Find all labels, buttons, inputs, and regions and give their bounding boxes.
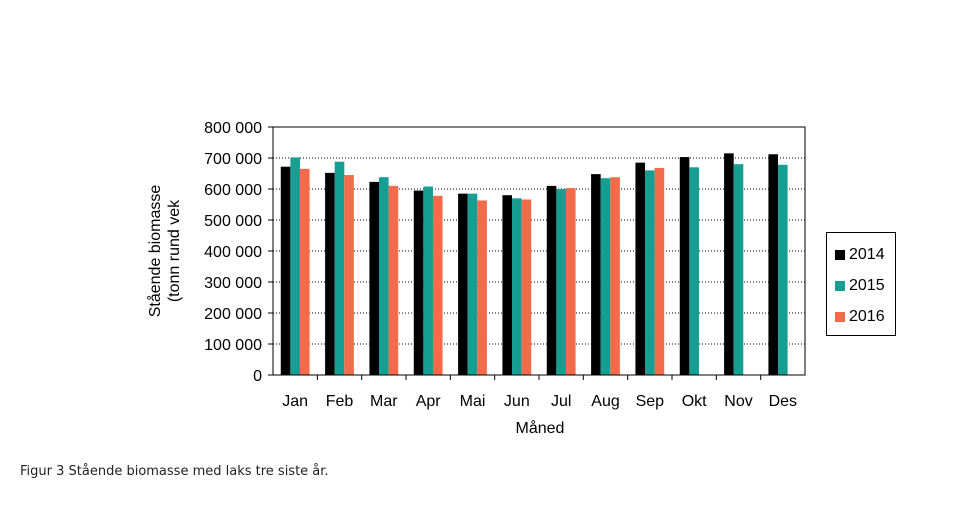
bar-aug-2014 bbox=[591, 174, 601, 375]
y-tick-label: 600 000 bbox=[204, 182, 262, 199]
bar-jul-2015 bbox=[556, 189, 566, 375]
x-tick-label-jan: Jan bbox=[282, 393, 308, 410]
y-tick-label: 500 000 bbox=[204, 213, 262, 230]
bar-apr-2015 bbox=[423, 186, 433, 375]
x-tick-label-mar: Mar bbox=[370, 393, 398, 410]
x-tick-label-des: Des bbox=[769, 393, 797, 410]
y-tick-label: 200 000 bbox=[204, 306, 262, 323]
legend-label-2015: 2015 bbox=[849, 276, 885, 294]
legend-label-2016: 2016 bbox=[849, 307, 885, 325]
legend-item-2015: 2015 bbox=[827, 270, 895, 301]
bar-apr-2014 bbox=[413, 190, 424, 375]
bar-mai-2015 bbox=[467, 193, 478, 375]
bar-okt-2015 bbox=[689, 167, 699, 375]
bar-jul-2016 bbox=[565, 188, 576, 375]
bar-jun-2014 bbox=[502, 195, 513, 375]
y-tick-labels: 0 100 000 200 000 300 000 400 000 500 000 600 … bbox=[204, 120, 273, 385]
x-tick-label-nov: Nov bbox=[724, 393, 752, 410]
x-tick-labels: Jan Feb Mar Apr Mai Jun Jul Aug Sep Okt Nov Des bbox=[282, 375, 797, 410]
bar-sep-2016 bbox=[654, 167, 665, 375]
bar-des-2014 bbox=[768, 154, 779, 375]
bar-sep-2015 bbox=[645, 170, 655, 375]
x-tick-label-feb: Feb bbox=[326, 393, 354, 410]
legend-item-2014: 2014 bbox=[827, 239, 895, 270]
y-axis-label-line-1: Stående biomasse bbox=[146, 185, 164, 318]
bar-jan-2015 bbox=[290, 157, 300, 375]
legend-label-2014: 2014 bbox=[849, 245, 885, 263]
legend-swatch-2015 bbox=[835, 280, 845, 291]
bar-des-2015 bbox=[778, 164, 788, 375]
bar-aug-2016 bbox=[610, 177, 620, 375]
x-tick-label-apr: Apr bbox=[416, 393, 442, 410]
bar-nov-2014 bbox=[724, 153, 734, 375]
bar-mar-2014 bbox=[369, 181, 380, 375]
y-tick-label: 300 000 bbox=[204, 275, 262, 292]
x-tick-label-aug: Aug bbox=[591, 393, 619, 410]
bar-feb-2016 bbox=[344, 175, 354, 375]
y-tick-label: 700 000 bbox=[204, 151, 262, 168]
bars bbox=[280, 153, 788, 375]
bar-mai-2014 bbox=[458, 193, 468, 375]
legend-item-2016: 2016 bbox=[827, 301, 895, 332]
bar-jul-2014 bbox=[546, 185, 557, 375]
bar-feb-2014 bbox=[325, 172, 335, 375]
bar-feb-2015 bbox=[334, 161, 345, 375]
y-tick-label: 0 bbox=[253, 368, 262, 385]
bar-mar-2016 bbox=[388, 185, 399, 375]
x-tick-label-okt: Okt bbox=[682, 393, 707, 410]
bar-okt-2014 bbox=[679, 157, 690, 375]
bar-jan-2014 bbox=[280, 166, 291, 375]
plot-frame bbox=[272, 126, 806, 376]
x-tick-label-jun: Jun bbox=[504, 393, 530, 410]
x-axis-label: Måned bbox=[516, 419, 565, 437]
y-tick-label: 800 000 bbox=[204, 120, 262, 137]
bar-nov-2015 bbox=[733, 164, 744, 375]
bar-sep-2014 bbox=[635, 162, 646, 375]
bar-mar-2015 bbox=[379, 177, 389, 375]
figure-caption: Figur 3 Stående biomasse med laks tre si… bbox=[20, 464, 329, 479]
y-tick-label: 400 000 bbox=[204, 244, 262, 261]
bar-jan-2016 bbox=[299, 168, 310, 375]
legend-swatch-2016 bbox=[835, 311, 845, 322]
legend-swatch-2014 bbox=[835, 249, 845, 260]
bar-mai-2016 bbox=[477, 200, 487, 375]
legend: 2014 2015 2016 bbox=[826, 232, 896, 336]
bar-jun-2016 bbox=[521, 199, 532, 375]
y-tick-label: 100 000 bbox=[204, 337, 262, 354]
x-tick-label-sep: Sep bbox=[636, 393, 665, 410]
bar-jun-2015 bbox=[512, 198, 522, 375]
y-axis-label-line-2: (tonn rund vek bbox=[166, 199, 183, 302]
x-tick-label-mai: Mai bbox=[460, 393, 486, 410]
x-tick-label-jul: Jul bbox=[551, 393, 571, 410]
bar-apr-2016 bbox=[432, 195, 443, 375]
bar-aug-2015 bbox=[600, 178, 611, 375]
